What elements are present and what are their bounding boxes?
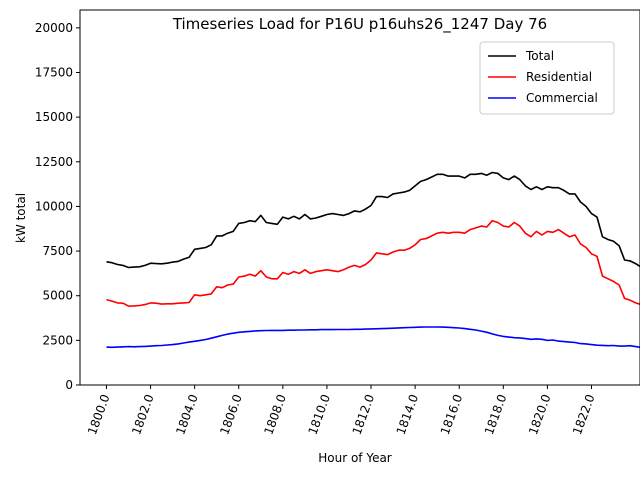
x-tick-label: 1816.0 [438,392,466,436]
x-axis: 1800.0 1802.0 1804.0 1806.0 1808.0 1810.0 1812… [85,385,598,437]
y-tick-label: 10000 [35,199,73,213]
series-line-residential [106,219,640,307]
x-tick-label: 1802.0 [129,392,157,436]
x-axis-label: Hour of Year [318,451,392,465]
y-tick-label: 7500 [42,244,73,258]
x-tick-label: 1814.0 [394,392,422,436]
y-tick-label: 17500 [35,66,73,80]
x-tick-label: 1806.0 [217,392,245,436]
chart-title: Timeseries Load for P16U p16uhs26_1247 D… [172,15,547,34]
plot-frame [79,9,640,386]
series-lines [106,171,640,349]
y-tick-label: 5000 [42,289,73,303]
x-tick-label: 1822.0 [570,392,598,436]
legend-label-residential: Residential [526,70,592,84]
y-tick-label: 15000 [35,110,73,124]
legend-label-total: Total [525,49,554,63]
legend-label-commercial: Commercial [526,91,598,105]
x-tick-label: 1804.0 [173,392,201,436]
y-axis: 0 2500 5000 7500 10000 12500 15000 17500 20000 [35,21,80,392]
x-tick-label: 1812.0 [350,392,378,436]
series-line-total [106,171,640,269]
x-tick-label: 1800.0 [85,392,113,436]
legend-box [479,41,615,115]
x-tick-label: 1818.0 [482,392,510,436]
y-axis-label: kW total [14,193,28,243]
x-tick-label: 1820.0 [526,392,554,436]
y-tick-label: 2500 [42,333,73,347]
x-tick-label: 1808.0 [261,392,289,436]
y-tick-label: 12500 [35,155,73,169]
y-tick-label: 20000 [35,21,73,35]
y-tick-label: 0 [65,378,73,392]
series-line-commercial [106,326,640,349]
x-tick-label: 1810.0 [306,392,334,436]
legend: Total Residential Commercial [479,41,615,115]
